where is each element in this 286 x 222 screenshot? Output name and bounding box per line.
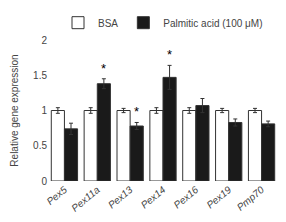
svg-text:BSA: BSA [98,18,118,29]
svg-text:0: 0 [41,176,47,187]
svg-text:0.5: 0.5 [33,140,47,151]
svg-text:*: * [101,61,106,76]
svg-text:Pex5: Pex5 [44,184,69,207]
svg-text:Pmp70: Pmp70 [235,184,267,213]
svg-text:Pex19: Pex19 [204,184,233,211]
svg-text:Pex11a: Pex11a [69,184,102,214]
svg-text:*: * [167,47,172,62]
svg-text:2: 2 [41,35,47,46]
svg-text:Relative gene expression: Relative gene expression [9,54,20,166]
svg-text:Pex14: Pex14 [139,184,168,211]
svg-text:Pex16: Pex16 [172,184,201,211]
svg-text:Palmitic acid (100 μM): Palmitic acid (100 μM) [163,18,262,29]
svg-text:1.5: 1.5 [33,70,47,81]
svg-text:1: 1 [41,105,47,116]
svg-text:Pex13: Pex13 [106,184,135,211]
svg-text:*: * [134,104,139,119]
